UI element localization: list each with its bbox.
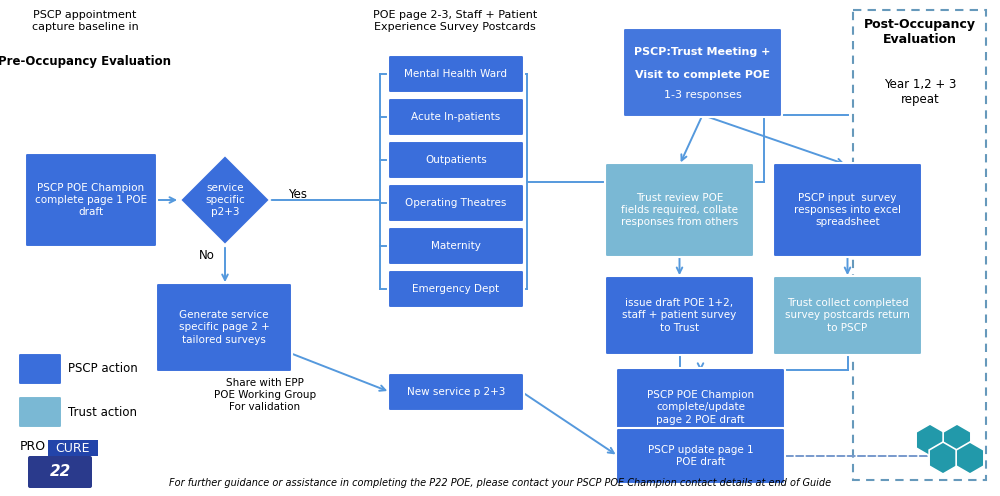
Text: PRO: PRO: [20, 440, 46, 453]
FancyBboxPatch shape: [773, 163, 922, 257]
Text: Emergency Dept: Emergency Dept: [412, 284, 500, 294]
Text: For further guidance or assistance in completing the P22 POE, please contact you: For further guidance or assistance in co…: [169, 478, 831, 488]
Text: Post-Occupancy
Evaluation: Post-Occupancy Evaluation: [864, 18, 976, 46]
FancyBboxPatch shape: [388, 55, 524, 93]
FancyBboxPatch shape: [605, 163, 754, 257]
FancyBboxPatch shape: [773, 276, 922, 355]
FancyBboxPatch shape: [388, 373, 524, 411]
Text: Maternity: Maternity: [431, 241, 481, 251]
FancyBboxPatch shape: [156, 283, 292, 372]
FancyBboxPatch shape: [616, 368, 785, 447]
FancyBboxPatch shape: [18, 396, 62, 428]
Bar: [853, 10, 986, 480]
Text: Visit to complete POE: Visit to complete POE: [635, 70, 770, 80]
FancyBboxPatch shape: [18, 353, 62, 385]
Text: service
specific
p2+3: service specific p2+3: [205, 183, 245, 217]
Text: 22: 22: [49, 464, 71, 480]
Text: Trust action: Trust action: [68, 406, 137, 419]
Text: Outpatients: Outpatients: [425, 155, 487, 165]
Text: Trust collect completed
survey postcards return
to PSCP: Trust collect completed survey postcards…: [785, 298, 910, 333]
Text: POE page 2-3, Staff + Patient
Experience Survey Postcards: POE page 2-3, Staff + Patient Experience…: [373, 10, 537, 32]
Text: Pre-Occupancy Evaluation: Pre-Occupancy Evaluation: [0, 55, 172, 68]
FancyBboxPatch shape: [25, 153, 157, 247]
FancyBboxPatch shape: [28, 456, 92, 488]
Text: PSCP:Trust Meeting +: PSCP:Trust Meeting +: [634, 47, 771, 57]
Text: CURE: CURE: [56, 441, 90, 454]
Text: PSCP POE Champion
complete page 1 POE
draft: PSCP POE Champion complete page 1 POE dr…: [35, 183, 147, 217]
Text: Trust review POE
fields required, collate
responses from others: Trust review POE fields required, collat…: [621, 192, 738, 227]
FancyBboxPatch shape: [616, 428, 785, 484]
FancyBboxPatch shape: [388, 98, 524, 136]
FancyBboxPatch shape: [605, 276, 754, 355]
FancyBboxPatch shape: [48, 440, 98, 456]
Text: Share with EPP
POE Working Group
For validation: Share with EPP POE Working Group For val…: [214, 378, 316, 412]
Text: Year 1,2 + 3
repeat: Year 1,2 + 3 repeat: [884, 78, 956, 106]
Text: PSCP POE Champion
complete/update
page 2 POE draft: PSCP POE Champion complete/update page 2…: [647, 390, 754, 425]
FancyBboxPatch shape: [388, 184, 524, 222]
Text: New service p 2+3: New service p 2+3: [407, 387, 505, 397]
Text: 1-3 responses: 1-3 responses: [664, 90, 741, 100]
FancyBboxPatch shape: [388, 270, 524, 308]
Text: PSCP action: PSCP action: [68, 363, 138, 375]
Text: Acute In-patients: Acute In-patients: [411, 112, 501, 122]
Text: No: No: [199, 249, 215, 262]
Text: Generate service
specific page 2 +
tailored surveys: Generate service specific page 2 + tailo…: [179, 310, 269, 345]
Text: issue draft POE 1+2,
staff + patient survey
to Trust: issue draft POE 1+2, staff + patient sur…: [622, 298, 737, 333]
Text: Mental Health Ward: Mental Health Ward: [404, 69, 508, 79]
Polygon shape: [180, 155, 270, 245]
Polygon shape: [916, 424, 944, 456]
Polygon shape: [956, 442, 984, 474]
Text: PSCP update page 1
POE draft: PSCP update page 1 POE draft: [648, 445, 753, 467]
Text: PSCP appointment
capture baseline in: PSCP appointment capture baseline in: [32, 10, 138, 32]
Text: PSCP input  survey
responses into excel
spreadsheet: PSCP input survey responses into excel s…: [794, 192, 901, 227]
Polygon shape: [929, 442, 957, 474]
FancyBboxPatch shape: [623, 28, 782, 117]
Text: Operating Theatres: Operating Theatres: [405, 198, 507, 208]
FancyBboxPatch shape: [388, 141, 524, 179]
Polygon shape: [943, 424, 971, 456]
FancyBboxPatch shape: [388, 227, 524, 265]
Text: Yes: Yes: [288, 187, 307, 200]
